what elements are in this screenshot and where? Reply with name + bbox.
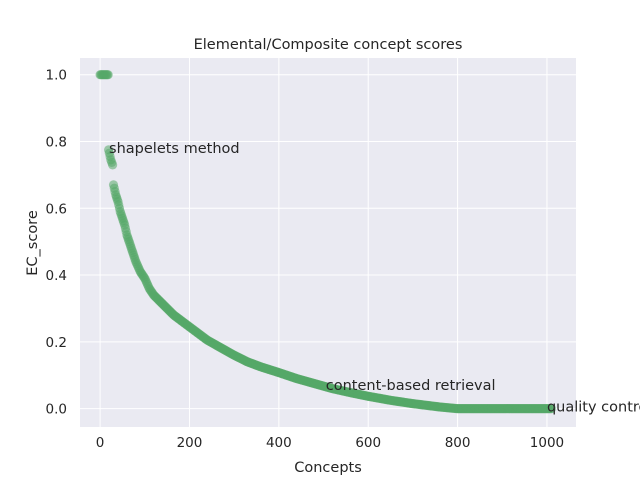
chart-title: Elemental/Composite concept scores [194, 37, 463, 53]
y-tick-label: 0.8 [46, 134, 67, 150]
x-tick-label: 0 [96, 435, 105, 451]
annotation-label: quality control [547, 400, 640, 416]
annotations: shapelets method content-based retrieval q… [109, 141, 640, 416]
x-tick-label: 1000 [530, 435, 564, 451]
y-tick-label: 1.0 [46, 68, 67, 84]
y-axis-label: EC_score [25, 210, 41, 276]
x-axis-label: Concepts [294, 460, 362, 476]
annotation-label: shapelets method [109, 141, 240, 157]
y-tick-label: 0.4 [46, 268, 67, 284]
y-tick-label: 0.0 [46, 402, 67, 418]
y-tick-labels: 0.0 0.2 0.4 0.6 0.8 1.0 [46, 68, 67, 418]
plot-background [80, 58, 576, 427]
x-tick-label: 600 [355, 435, 381, 451]
grid-lines [80, 58, 576, 427]
y-tick-label: 0.2 [46, 335, 67, 351]
x-tick-labels: 0 200 400 600 800 1000 [96, 435, 564, 451]
scatter-point [103, 70, 113, 80]
x-tick-label: 200 [177, 435, 203, 451]
scatter-point [546, 404, 557, 414]
y-tick-label: 0.6 [46, 201, 67, 217]
x-tick-label: 400 [266, 435, 292, 451]
scatter-points [95, 70, 557, 414]
annotation-label: content-based retrieval [326, 378, 496, 394]
x-tick-label: 800 [445, 435, 471, 451]
scatter-point [108, 160, 118, 170]
